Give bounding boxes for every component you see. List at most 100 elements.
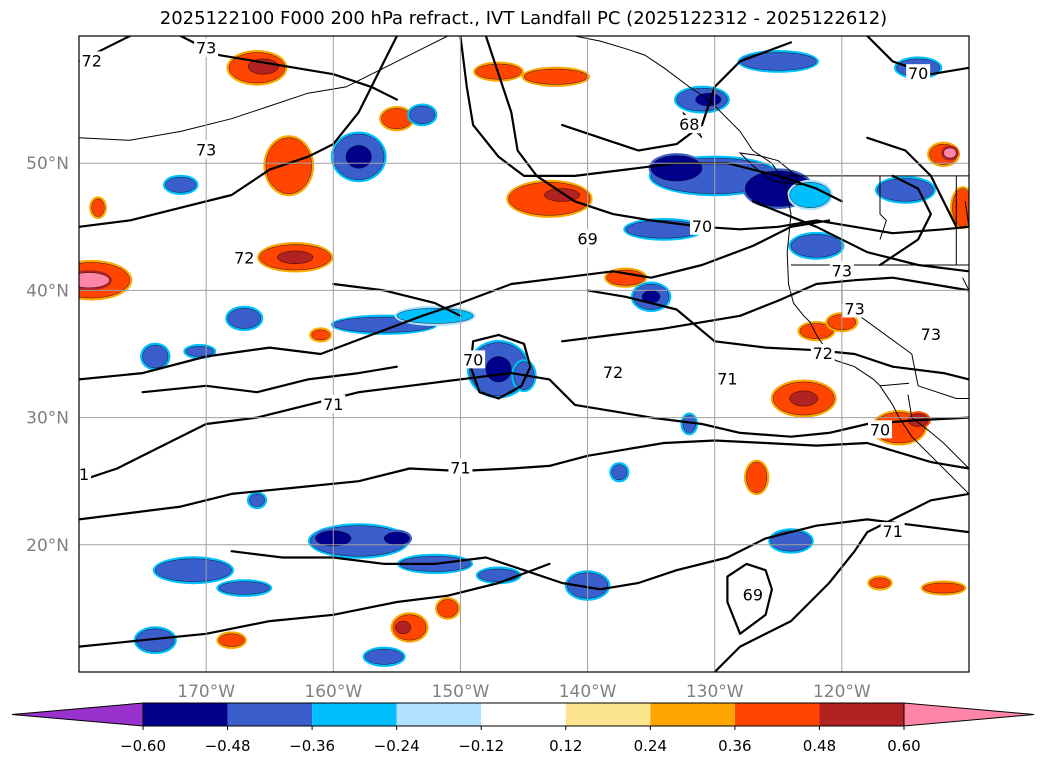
anomaly-blob — [165, 176, 197, 193]
colorbar: −0.60 −0.48 −0.36 −0.24 −0.12 0.12 0.24 0.36 0.4… — [11, 702, 1035, 755]
colorbar-segment — [819, 703, 904, 726]
contour-label: 69 — [577, 230, 597, 249]
anomaly-blob — [485, 356, 512, 383]
contour-label: 71 — [323, 395, 343, 414]
colorbar-tick-label: −0.24 — [374, 737, 420, 755]
contour-line — [561, 41, 793, 152]
colorbar-frame — [142, 702, 905, 727]
contour-label-bg — [461, 350, 486, 369]
anomaly-blob — [227, 308, 262, 329]
contour-label: 68 — [679, 115, 699, 134]
anomaly-blob — [345, 145, 372, 169]
contour-label-bg — [194, 140, 219, 159]
coastline — [738, 152, 802, 186]
contour-label-bg — [906, 64, 931, 83]
contour-label-bg — [321, 394, 346, 413]
contour-line — [459, 36, 843, 203]
contour-label-bg — [194, 38, 219, 57]
contour-line — [79, 219, 831, 381]
contour-line — [79, 372, 969, 483]
longitude-label: 130°W — [686, 682, 744, 702]
contour-label: 72 — [234, 249, 254, 268]
contour-line — [713, 492, 969, 672]
colorbar-segment — [227, 703, 313, 726]
anomaly-blob — [799, 323, 834, 339]
contour-line — [332, 282, 462, 317]
contour-label-bg — [810, 344, 835, 362]
contour-line — [79, 439, 969, 521]
longitude-label: 120°W — [813, 682, 871, 702]
anomaly-blob — [265, 137, 312, 194]
anomaly-blob — [877, 178, 934, 202]
coastline — [911, 353, 969, 399]
colorbar-tick-label: 0.12 — [549, 737, 582, 755]
colorbar-segment — [312, 703, 397, 726]
contour-label: 71 — [450, 458, 470, 477]
contour-label: 72 — [603, 363, 623, 382]
anomaly-blob — [383, 531, 410, 546]
contour-label-bg — [868, 420, 892, 439]
anomaly-blob — [91, 198, 105, 217]
colorbar-tick-label: 0.36 — [718, 737, 751, 755]
anomaly-blob — [155, 558, 232, 582]
anomaly-blob — [943, 147, 957, 159]
contour-label: 69 — [743, 586, 763, 605]
coastlines-and-borders — [79, 36, 969, 495]
contour-line — [586, 289, 969, 381]
coastline — [79, 36, 448, 141]
contour-label-bg — [842, 299, 867, 318]
anomaly-blob — [277, 250, 314, 264]
colorbar-tick-label: −0.12 — [458, 737, 504, 755]
anomaly-blob — [218, 633, 245, 647]
contour-label: 72 — [82, 51, 102, 70]
contour-label: 71 — [69, 465, 89, 484]
colorbar-low-extension — [11, 702, 144, 727]
anomaly-blob — [869, 577, 891, 589]
contour-label: 70 — [692, 217, 712, 236]
coastline — [574, 36, 786, 183]
colorbar-segment — [481, 703, 566, 726]
colorbar-tick-label: −0.48 — [205, 737, 251, 755]
contour-label-bg — [79, 464, 91, 483]
longitude-label: 160°W — [304, 682, 362, 702]
latitude-label: 30°N — [26, 409, 69, 429]
coastline — [907, 394, 969, 469]
contour-line — [79, 36, 398, 228]
contour-label-bg — [740, 585, 765, 604]
contour-line — [878, 174, 932, 267]
anomaly-blob — [790, 234, 843, 258]
anomaly-blob — [952, 188, 969, 227]
longitude-label: 140°W — [559, 682, 617, 702]
contour-label-bg — [232, 248, 257, 267]
contour-label: 73 — [196, 140, 216, 159]
anomaly-blob — [544, 188, 581, 202]
contour-label: 72 — [813, 344, 833, 363]
contour-line — [726, 562, 773, 635]
anomaly-blob — [185, 346, 214, 357]
anomaly-blob — [381, 108, 413, 130]
contour-label: 71 — [883, 522, 903, 541]
contour-label: 70 — [870, 420, 890, 439]
anomaly-blob — [311, 329, 330, 341]
contour-label: 70 — [908, 64, 928, 83]
anomaly-blob — [739, 52, 817, 71]
contour-line — [230, 518, 969, 591]
contour-label: 71 — [717, 369, 737, 388]
contour-label-bg — [448, 458, 473, 477]
coastline — [784, 182, 969, 495]
colorbar-segment — [396, 703, 482, 726]
contour-line — [141, 365, 398, 394]
contour-label-bg — [79, 51, 104, 70]
colorbar-tick-label: −0.36 — [289, 737, 335, 755]
colorbar-tick-label: 0.60 — [887, 737, 920, 755]
longitude-label: 150°W — [432, 682, 490, 702]
contour-label: 73 — [832, 261, 852, 280]
coastline — [964, 201, 969, 227]
contour-label-bg — [575, 229, 600, 248]
contour-line — [484, 36, 969, 235]
map-frame — [78, 35, 970, 673]
axis-labels: 50°N 40°N 30°N 20°N 170°W 160°W 150°W 140°W 130°… — [26, 154, 871, 702]
latitude-label: 50°N — [26, 154, 69, 174]
contour-label: 70 — [463, 350, 483, 369]
